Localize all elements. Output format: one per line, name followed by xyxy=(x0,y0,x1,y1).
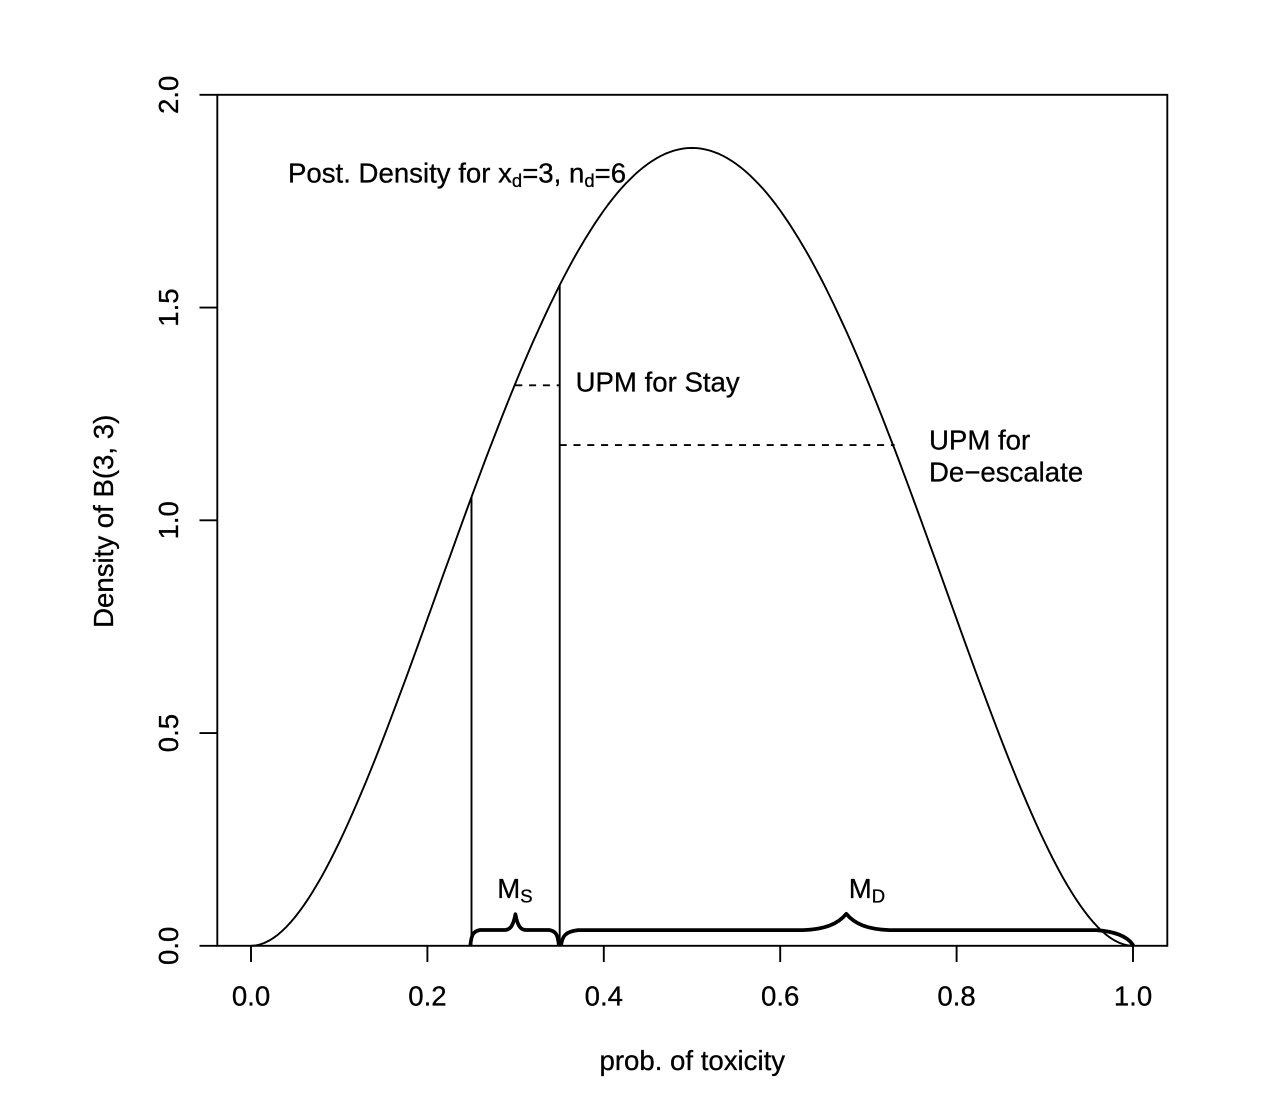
svg-text:1.0: 1.0 xyxy=(1114,981,1152,1012)
svg-text:2.0: 2.0 xyxy=(153,76,184,114)
svg-text:De−escalate: De−escalate xyxy=(929,457,1083,488)
svg-text:Density of B(3, 3): Density of B(3, 3) xyxy=(88,415,119,628)
svg-text:0.0: 0.0 xyxy=(232,981,270,1012)
svg-text:1.0: 1.0 xyxy=(153,501,184,539)
svg-text:prob. of toxicity: prob. of toxicity xyxy=(600,1045,786,1076)
svg-text:0.8: 0.8 xyxy=(937,981,975,1012)
svg-text:1.5: 1.5 xyxy=(153,288,184,326)
svg-text:0.2: 0.2 xyxy=(408,981,446,1012)
svg-text:Post. Density for xd=3, nd=6: Post. Density for xd=3, nd=6 xyxy=(288,158,626,192)
svg-text:UPM for: UPM for xyxy=(929,425,1030,456)
svg-text:MS: MS xyxy=(497,873,532,907)
svg-text:0.5: 0.5 xyxy=(153,714,184,752)
svg-text:MD: MD xyxy=(849,873,885,907)
svg-text:0.0: 0.0 xyxy=(153,927,184,965)
svg-text:UPM for Stay: UPM for Stay xyxy=(576,367,740,398)
svg-text:0.6: 0.6 xyxy=(761,981,799,1012)
svg-text:0.4: 0.4 xyxy=(585,981,623,1012)
